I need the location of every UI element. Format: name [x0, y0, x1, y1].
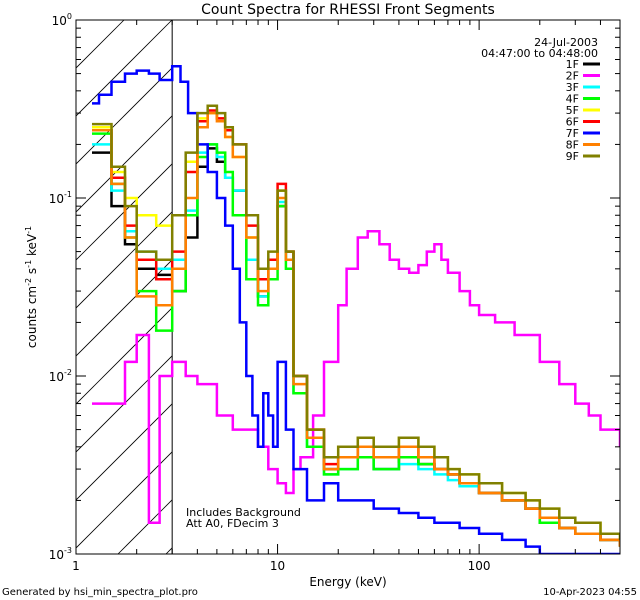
legend-label-6F: 6F [566, 116, 579, 129]
hatch-line [76, 211, 173, 309]
legend-label-3F: 3F [566, 81, 579, 94]
x-tick-label: 100 [468, 559, 491, 573]
hatch-line [76, 403, 173, 501]
legend-label-2F: 2F [566, 70, 579, 83]
legend-label-4F: 4F [566, 93, 579, 106]
hatched-region [76, 20, 173, 554]
y-tick-label: 10-3 [49, 546, 72, 562]
footer-generated-by: Generated by hsi_min_spectra_plot.pro [2, 587, 198, 598]
x-axis: 1 10 100 [72, 20, 621, 573]
legend-label-1F: 1F [566, 58, 579, 71]
hatch-line [76, 20, 125, 69]
y-axis: 10-3 10-2 10-1 100 [49, 12, 620, 562]
hatch-line [76, 20, 173, 117]
note-background: Includes Background [186, 506, 301, 519]
time-range-label: 04:47:00 to 04:48:00 [481, 47, 598, 60]
footer-timestamp: 10-Apr-2023 04:55 [543, 587, 637, 598]
legend-label-7F: 7F [566, 127, 579, 140]
y-axis-label: counts cm-2 s-1 keV-1 [24, 226, 39, 348]
hatch-line [76, 307, 173, 405]
y-tick-label: 100 [52, 12, 72, 28]
chart-title: Count Spectra for RHESSI Front Segments [201, 2, 495, 18]
legend-label-5F: 5F [566, 104, 579, 117]
y-tick-label: 10-1 [49, 190, 72, 206]
note-attenuator: Att A0, FDecim 3 [186, 517, 279, 530]
legend-label-8F: 8F [566, 139, 579, 152]
plot-frame [75, 19, 621, 555]
series-line-7F [92, 64, 620, 554]
hatch-line [76, 115, 173, 213]
x-tick-label: 10 [270, 559, 285, 573]
series-line-2F [92, 230, 620, 524]
series-group [92, 64, 620, 554]
hatch-line [76, 67, 173, 165]
hatch-line [117, 499, 173, 554]
x-axis-label: Energy (keV) [309, 575, 386, 589]
hatch-line [76, 259, 173, 357]
legend-label-9F: 9F [566, 150, 579, 163]
series-line-9F [92, 104, 620, 540]
y-tick-label: 10-2 [49, 368, 72, 384]
date-label: 24-Jul-2003 [534, 36, 598, 49]
x-tick-label: 1 [72, 559, 80, 573]
